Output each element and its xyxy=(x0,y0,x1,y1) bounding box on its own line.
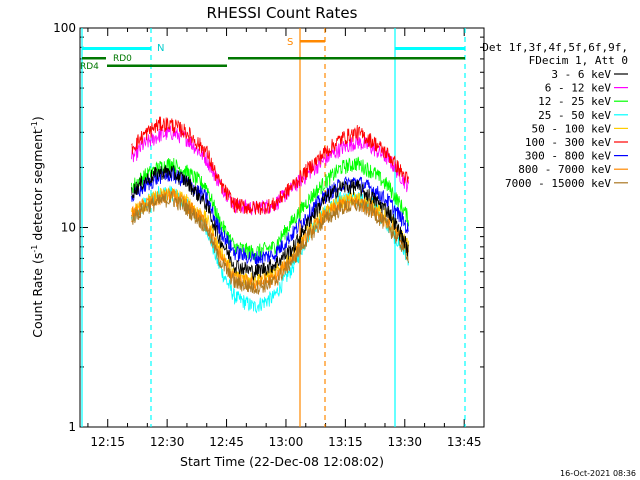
rd0-bar-2 xyxy=(228,57,465,60)
legend-label: 7000 - 15000 keV xyxy=(505,177,611,190)
rd0-bar xyxy=(82,57,106,60)
flag-bars: N S RD0 RD4 xyxy=(80,37,465,72)
night-label: N xyxy=(157,43,164,54)
rd4-bar xyxy=(107,64,227,67)
legend-label: 6 - 12 keV xyxy=(545,82,612,95)
legend-label: 300 - 800 keV xyxy=(525,150,611,163)
legend-label: 100 - 300 keV xyxy=(525,136,611,149)
x-tick-label: 13:45 xyxy=(447,435,482,449)
series-line-1 xyxy=(131,125,409,216)
legend-label: 25 - 50 keV xyxy=(538,109,611,122)
x-tick-label: 12:15 xyxy=(90,435,125,449)
legend-label: 50 - 100 keV xyxy=(532,122,612,135)
night-bar-2 xyxy=(395,47,465,50)
timestamp: 16-Oct-2021 08:36 xyxy=(560,469,636,478)
series-line-6 xyxy=(131,167,409,267)
x-tick-label: 12:30 xyxy=(150,435,185,449)
series-line-2 xyxy=(131,156,409,261)
x-tick-label: 13:15 xyxy=(328,435,363,449)
x-tick-label: 13:00 xyxy=(269,435,304,449)
rd4-label: RD4 xyxy=(80,62,99,72)
legend-header-2: FDecim 1, Att 0 xyxy=(529,54,628,67)
x-tick-label: 12:45 xyxy=(209,435,244,449)
saa-bar xyxy=(300,40,325,43)
series-line-5 xyxy=(131,116,409,215)
series-line-0 xyxy=(131,164,409,282)
plot-frame xyxy=(79,27,485,428)
y-axis-label: Count Rate (s-1 detector segment-1) xyxy=(30,116,45,338)
x-axis-label: Start Time (22-Dec-08 12:08:02) xyxy=(180,454,384,469)
series-line-8 xyxy=(131,191,409,295)
x-tick-label: 13:30 xyxy=(387,435,422,449)
x-axis-ticks: 12:15 12:30 12:45 13:00 13:15 13:30 13:45 xyxy=(87,28,485,449)
legend: Det 1f,3f,4f,5f,6f,9f, FDecim 1, Att 0 3… xyxy=(482,41,628,190)
rd0-label: RD0 xyxy=(113,54,132,64)
chart-title: RHESSI Count Rates xyxy=(207,4,358,22)
y-axis-ticks: 1 10 100 xyxy=(53,21,484,434)
legend-label: 12 - 25 keV xyxy=(538,95,611,108)
saa-label: S xyxy=(287,37,293,48)
series-lines xyxy=(131,116,409,314)
legend-label: 3 - 6 keV xyxy=(551,68,611,81)
legend-header-1: Det 1f,3f,4f,5f,6f,9f, xyxy=(482,41,628,54)
y-tick-label: 1 xyxy=(68,420,76,434)
y-tick-label: 100 xyxy=(53,21,76,35)
y-tick-label: 10 xyxy=(61,221,76,235)
night-bar-1 xyxy=(82,47,151,50)
legend-label: 800 - 7000 keV xyxy=(518,163,611,176)
